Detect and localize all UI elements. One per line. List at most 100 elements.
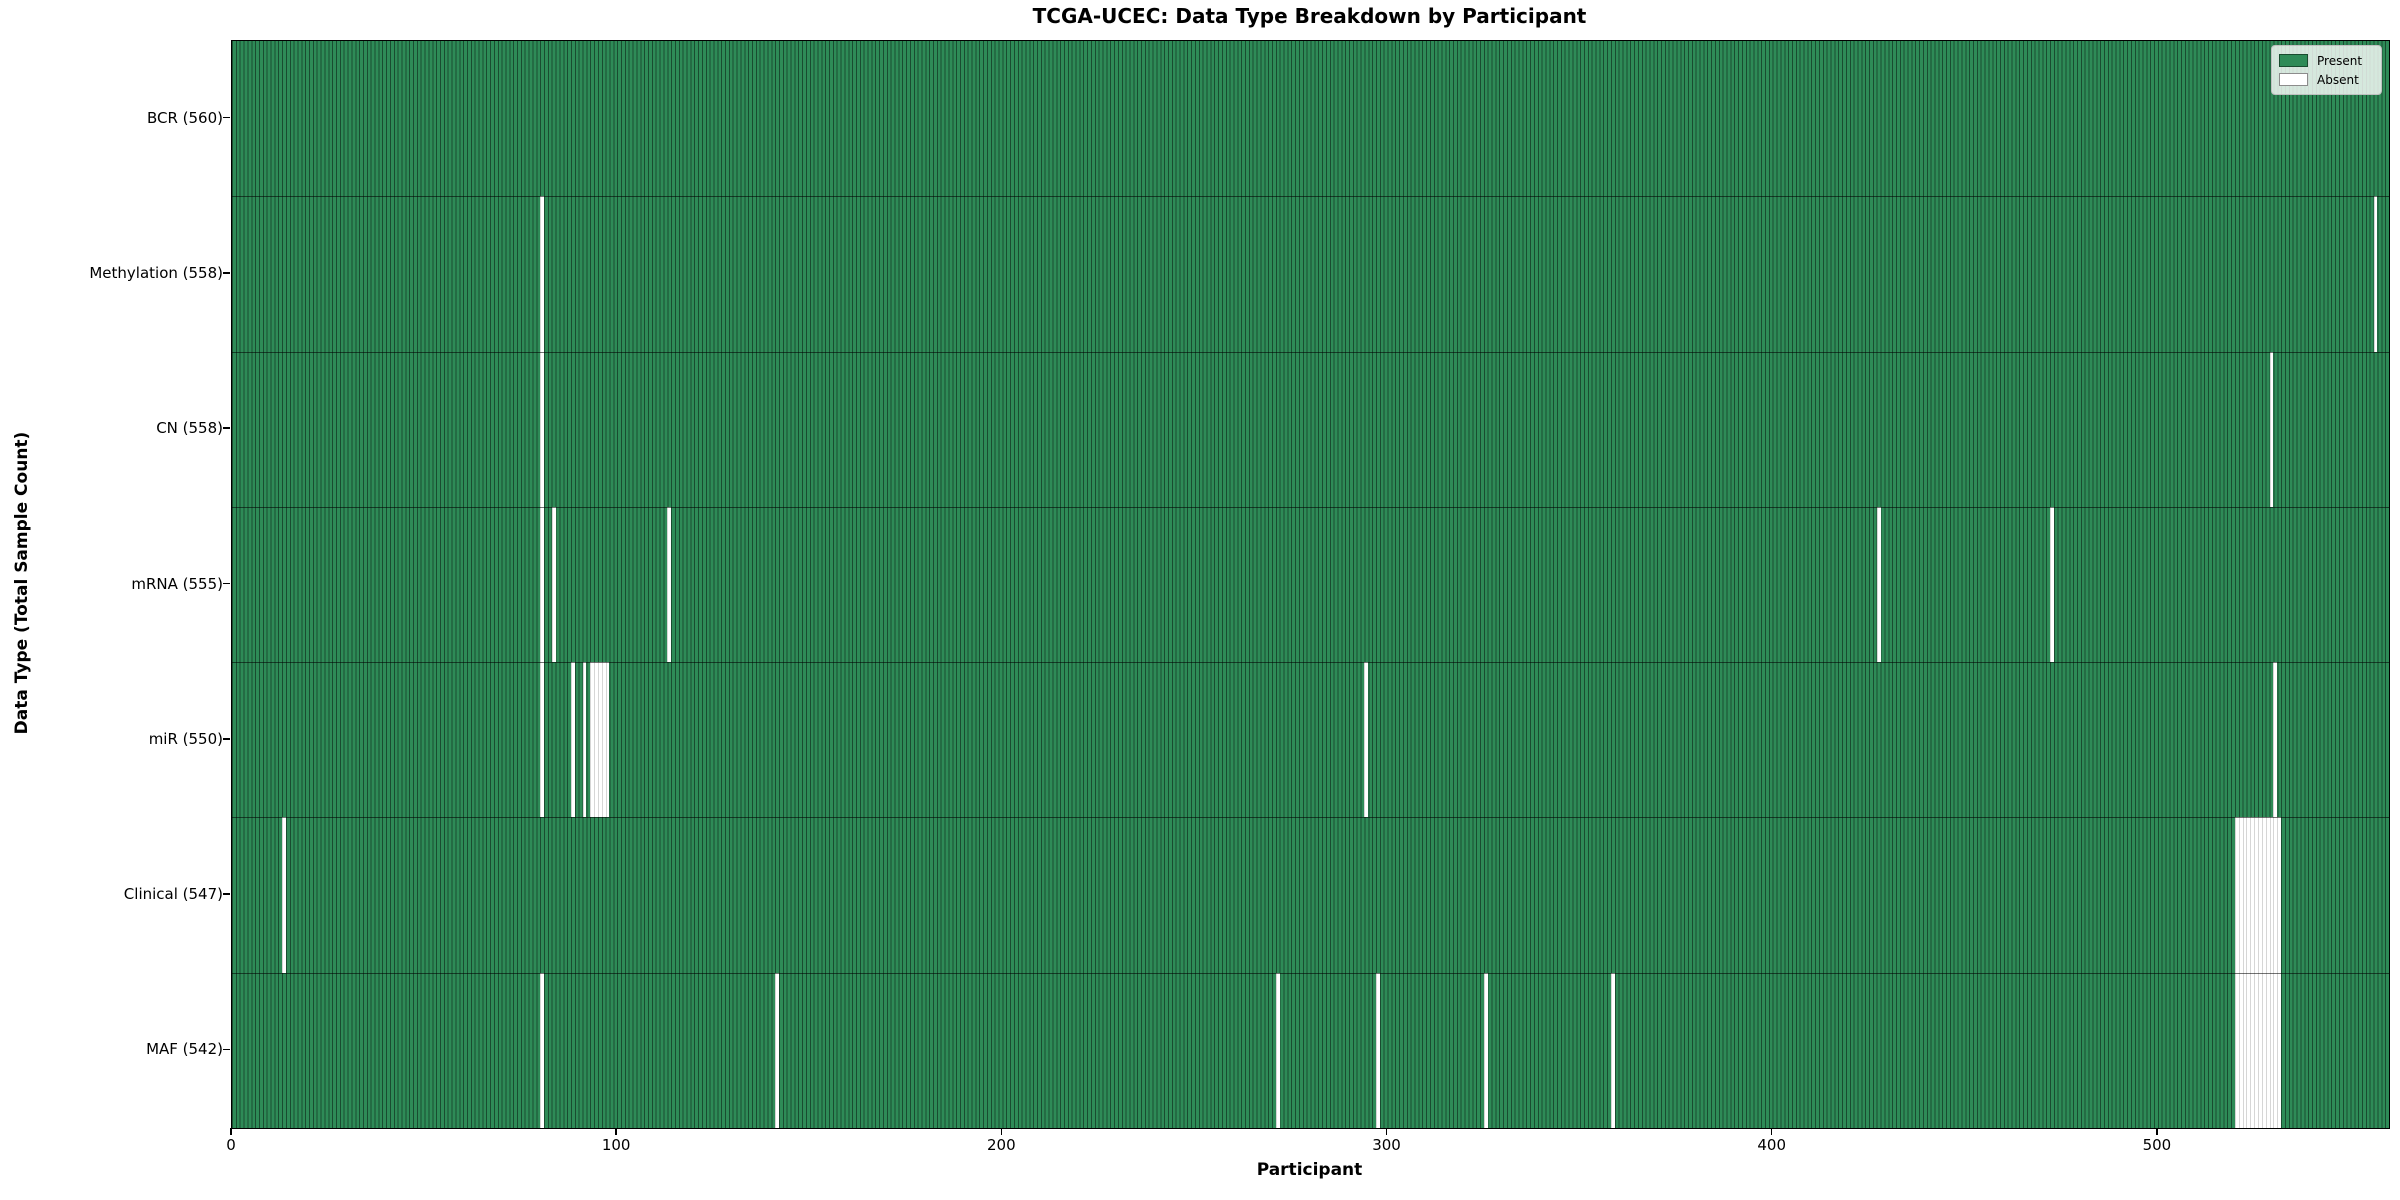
absent-mark — [540, 972, 544, 1128]
absent-mark — [1375, 972, 1380, 1128]
y-tick-mark — [223, 272, 230, 274]
absent-mark — [2238, 972, 2243, 1128]
row-methylation — [232, 196, 2389, 352]
row-mrna — [232, 506, 2389, 663]
x-tick-label: 100 — [601, 1136, 631, 1154]
absent-mark — [570, 662, 575, 818]
absent-mark — [2234, 817, 2239, 973]
absent-mark — [775, 972, 779, 1128]
absent-mark — [540, 506, 544, 663]
row-separator — [232, 506, 2389, 508]
x-tick-label: 0 — [226, 1136, 236, 1154]
chart-title: TCGA-UCEC: Data Type Breakdown by Partic… — [1032, 4, 1587, 28]
y-tick-label: mRNA (555) — [131, 574, 223, 593]
absent-mark — [1364, 662, 1369, 818]
absent-mark — [2246, 817, 2251, 973]
x-tick-mark — [1000, 1128, 1003, 1135]
absent-mark — [601, 662, 606, 818]
absent-mark — [2258, 972, 2262, 1128]
absent-mark — [2254, 817, 2259, 973]
absent-mark — [667, 506, 672, 663]
absent-mark — [2261, 817, 2266, 973]
x-tick-mark — [230, 1128, 232, 1135]
y-tick-mark — [223, 582, 230, 585]
y-tick-mark — [223, 116, 230, 119]
absent-mark — [2265, 817, 2270, 973]
legend-label-present: Present — [2317, 53, 2363, 68]
absent-mark — [2261, 972, 2266, 1128]
y-tick-mark — [223, 738, 230, 740]
row-separator — [232, 662, 2389, 664]
absent-mark — [2277, 817, 2282, 973]
absent-mark — [2273, 817, 2278, 973]
legend-entry-absent: Absent — [2279, 70, 2374, 89]
absent-mark — [1483, 972, 1488, 1128]
absent-mark — [1610, 972, 1615, 1128]
absent-mark — [2269, 351, 2274, 507]
row-separator — [232, 817, 2389, 819]
y-tick-label: Methylation (558) — [89, 263, 223, 282]
absent-mark — [2273, 662, 2278, 818]
absent-mark — [2238, 817, 2243, 973]
absent-mark — [2258, 817, 2262, 973]
absent-mark — [2242, 817, 2247, 973]
legend-label-absent: Absent — [2317, 72, 2359, 87]
row-separator — [232, 972, 2389, 974]
present-swatch-icon — [2279, 54, 2308, 67]
absent-mark — [597, 662, 602, 818]
legend: Present Absent — [2271, 45, 2382, 95]
row-separator — [232, 196, 2389, 198]
absent-swatch-icon — [2279, 73, 2308, 86]
x-tick-mark — [1385, 1128, 1388, 1135]
row-separator — [232, 351, 2389, 353]
x-tick-mark — [1770, 1128, 1773, 1135]
y-tick-label: miR (550) — [148, 729, 223, 748]
absent-mark — [540, 662, 544, 818]
absent-mark — [2273, 972, 2278, 1128]
y-tick-label: Clinical (547) — [123, 885, 223, 904]
absent-mark — [540, 196, 544, 352]
absent-mark — [2242, 972, 2247, 1128]
row-clinical — [232, 817, 2389, 973]
absent-mark — [2254, 972, 2259, 1128]
absent-mark — [582, 662, 587, 818]
legend-entry-present: Present — [2279, 51, 2374, 70]
x-tick-mark — [2156, 1128, 2158, 1135]
y-tick-mark — [223, 427, 230, 429]
absent-mark — [1275, 972, 1280, 1128]
x-tick-label: 400 — [1757, 1136, 1787, 1154]
x-tick-label: 300 — [1372, 1136, 1401, 1154]
absent-mark — [2234, 972, 2239, 1128]
absent-mark — [1876, 506, 1881, 663]
absent-mark — [2265, 972, 2270, 1128]
y-tick-label: BCR (560) — [146, 108, 223, 127]
absent-mark — [2269, 972, 2274, 1128]
absent-mark — [605, 662, 610, 818]
absent-mark — [282, 817, 286, 973]
x-axis-label: Participant — [1256, 1160, 1363, 1180]
absent-mark — [2246, 972, 2251, 1128]
row-bcr — [232, 41, 2389, 197]
row-maf — [232, 972, 2389, 1128]
plot-area — [231, 40, 2390, 1129]
absent-mark — [2373, 196, 2378, 352]
y-tick-label: CN (558) — [156, 419, 223, 438]
absent-mark — [2269, 817, 2274, 973]
absent-mark — [594, 662, 598, 818]
y-tick-label: MAF (542) — [146, 1040, 223, 1059]
x-tick-label: 500 — [2142, 1136, 2172, 1154]
absent-mark — [590, 662, 595, 818]
x-tick-mark — [615, 1128, 617, 1135]
absent-mark — [2050, 506, 2054, 663]
x-tick-label: 200 — [987, 1136, 1016, 1154]
absent-mark — [2250, 972, 2255, 1128]
row-mir — [232, 662, 2389, 818]
y-tick-mark — [223, 1048, 230, 1051]
absent-mark — [551, 506, 556, 663]
y-tick-mark — [223, 893, 230, 895]
absent-mark — [2277, 972, 2282, 1128]
absent-mark — [2250, 817, 2255, 973]
row-cn — [232, 351, 2389, 507]
absent-mark — [540, 351, 544, 507]
